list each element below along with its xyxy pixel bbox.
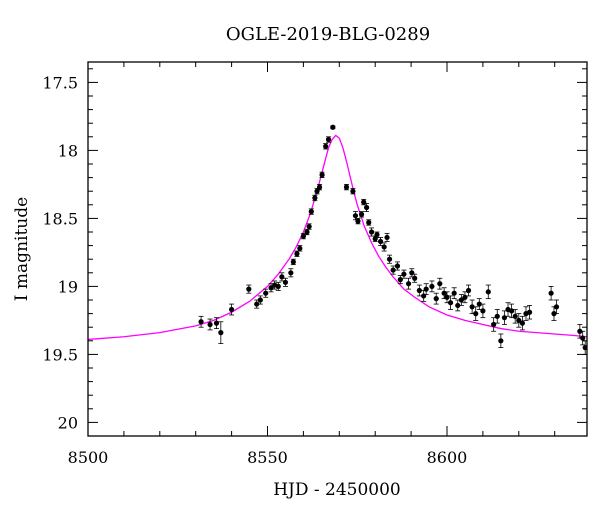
data-point	[304, 229, 310, 235]
x-axis-label: HJD - 2450000	[273, 480, 401, 500]
data-point	[198, 319, 204, 325]
data-point	[384, 234, 390, 241]
data-point	[437, 281, 443, 287]
plot-content	[88, 124, 587, 355]
data-point	[451, 290, 457, 296]
data-point	[458, 297, 464, 303]
data-point	[218, 330, 224, 336]
data-point	[275, 283, 281, 289]
data-point	[381, 244, 387, 250]
y-tick-label: 19.5	[42, 345, 78, 364]
data-point	[548, 290, 554, 296]
data-point	[416, 287, 422, 294]
data-point	[288, 270, 294, 276]
data-point	[444, 294, 450, 300]
data-point	[213, 320, 220, 326]
data-point	[480, 308, 486, 314]
data-point	[350, 188, 356, 194]
axis-ticks: 8500 8550 8600 17.5 18 18.5 19 19.5 20	[42, 62, 587, 467]
data-point	[516, 317, 522, 323]
data-point	[423, 286, 429, 292]
data-point	[509, 308, 515, 314]
data-point	[263, 290, 269, 296]
data-point	[553, 304, 560, 310]
data-point	[294, 251, 300, 257]
data-point	[512, 313, 518, 319]
data-point	[361, 199, 367, 205]
data-point	[501, 315, 508, 321]
data-point	[325, 136, 332, 143]
data-point	[300, 233, 306, 239]
data-point	[377, 238, 384, 245]
data-point	[386, 256, 393, 262]
data-point	[409, 270, 415, 276]
y-tick-label: 19	[58, 277, 78, 296]
data-point	[412, 275, 418, 281]
data-point	[207, 321, 213, 328]
plot-area	[88, 124, 587, 355]
data-point	[352, 213, 359, 219]
data-point	[433, 296, 439, 302]
x-tick-label: 8600	[427, 448, 468, 467]
data-point	[551, 311, 557, 317]
data-point	[319, 172, 325, 178]
x-tick-label: 8500	[68, 448, 109, 467]
data-point	[366, 219, 372, 226]
y-tick-label: 17.5	[42, 73, 78, 92]
data-point	[355, 218, 361, 224]
data-point	[343, 184, 350, 190]
data-point	[401, 271, 407, 277]
data-point	[491, 321, 497, 328]
data-point	[519, 320, 525, 326]
data-point	[494, 313, 500, 319]
y-tick-label: 18	[58, 141, 78, 160]
data-point	[306, 223, 312, 230]
data-point	[447, 300, 454, 306]
data-point	[312, 195, 318, 201]
data-point	[374, 232, 380, 238]
data-point	[421, 293, 427, 299]
plot-frame	[87, 61, 588, 437]
data-point	[498, 338, 504, 344]
data-point	[254, 301, 260, 307]
data-point	[228, 306, 235, 313]
x-tick-label: 8550	[247, 448, 288, 467]
data-point	[282, 279, 289, 285]
data-point	[577, 328, 583, 334]
data-point	[469, 304, 475, 310]
data-point	[465, 287, 472, 294]
data-point	[582, 345, 587, 351]
data-point	[455, 302, 461, 309]
data-point	[580, 335, 586, 341]
data-point	[330, 124, 336, 130]
data-point	[473, 311, 479, 317]
data-point	[397, 277, 403, 283]
data-point	[257, 297, 263, 303]
y-tick-label: 20	[58, 413, 78, 432]
data-point	[485, 289, 491, 295]
data-point	[308, 209, 314, 215]
data-point	[405, 281, 412, 287]
data-point	[363, 204, 370, 211]
data-point	[390, 267, 396, 273]
data-point	[297, 245, 303, 251]
data-point	[429, 283, 435, 289]
data-point	[462, 294, 468, 300]
data-point	[279, 274, 285, 280]
data-point	[290, 259, 296, 265]
data-point	[316, 184, 323, 190]
y-axis-label: I magnitude	[12, 197, 32, 301]
data-point	[246, 286, 252, 292]
data-point	[323, 143, 329, 149]
chart-title: OGLE-2019-BLG-0289	[226, 24, 430, 45]
data-point	[476, 301, 482, 307]
data-point	[526, 309, 533, 315]
data-point	[358, 211, 365, 217]
data-point	[369, 229, 375, 235]
y-tick-label: 18.5	[42, 209, 78, 228]
data-point	[394, 263, 401, 269]
